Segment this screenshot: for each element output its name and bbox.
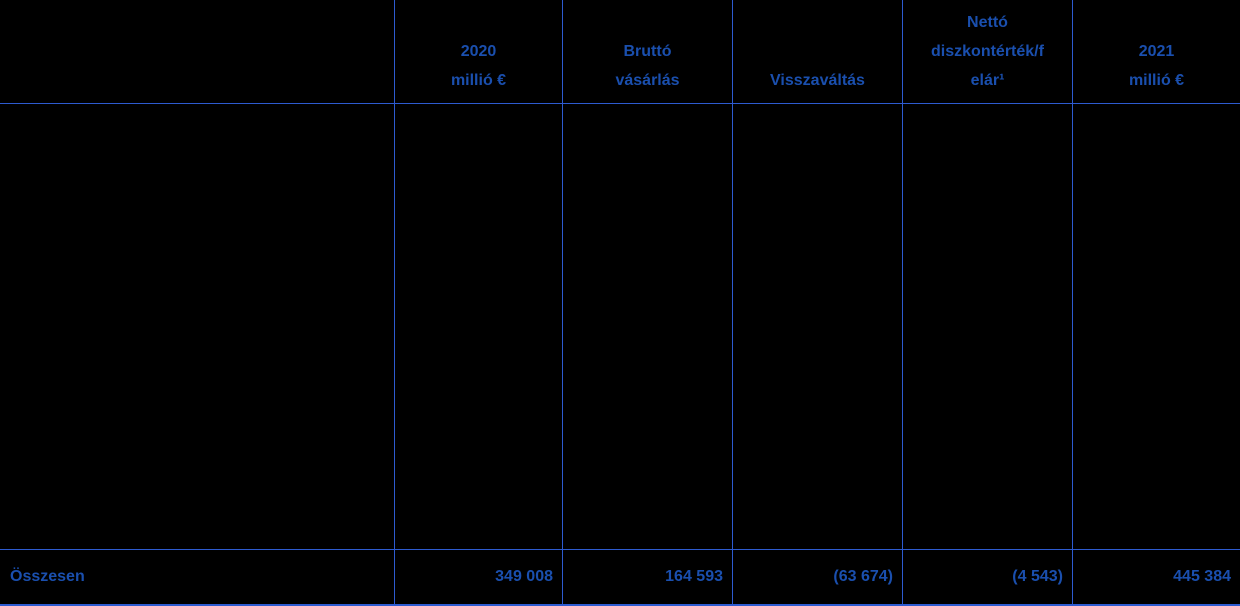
total-label-cell: Összesen xyxy=(0,550,395,604)
total-value-net-discount: (4 543) xyxy=(1012,568,1063,585)
header-text-net-discount: Nettó diszkontérték/f elár¹ xyxy=(931,14,1044,89)
total-row: Összesen 349 008 164 593 (63 674) (4 543… xyxy=(0,549,1240,606)
total-value-2020: 349 008 xyxy=(495,568,553,585)
header-cell-row-labels xyxy=(0,0,395,103)
header-cell-redemption: Visszaváltás xyxy=(733,0,903,103)
body-cell-gross-purchase xyxy=(563,104,733,549)
header-text-gross-purchase: Bruttó vásárlás xyxy=(615,43,680,89)
total-label: Összesen xyxy=(10,568,85,585)
total-value-2021: 445 384 xyxy=(1173,568,1231,585)
header-cell-2021: 2021 millió € xyxy=(1073,0,1240,103)
header-cell-gross-purchase: Bruttó vásárlás xyxy=(563,0,733,103)
total-value-gross-purchase: 164 593 xyxy=(665,568,723,585)
body-cell-2021 xyxy=(1073,104,1240,549)
body-cell-row-labels xyxy=(0,104,395,549)
header-cell-2020: 2020 millió € xyxy=(395,0,563,103)
total-value-redemption: (63 674) xyxy=(833,568,893,585)
body-cell-2020 xyxy=(395,104,563,549)
table-body-empty-region xyxy=(0,104,1240,549)
table-header-row: 2020 millió € Bruttó vásárlás Visszavált… xyxy=(0,0,1240,104)
header-text-2020: 2020 millió € xyxy=(450,43,507,89)
total-value-2020-cell: 349 008 xyxy=(395,550,563,604)
body-cell-net-discount xyxy=(903,104,1073,549)
total-value-net-discount-cell: (4 543) xyxy=(903,550,1073,604)
header-text-redemption: Visszaváltás xyxy=(770,72,865,89)
header-cell-net-discount: Nettó diszkontérték/f elár¹ xyxy=(903,0,1073,103)
header-text-2021: 2021 millió € xyxy=(1128,43,1185,89)
total-value-gross-purchase-cell: 164 593 xyxy=(563,550,733,604)
total-value-2021-cell: 445 384 xyxy=(1073,550,1240,604)
total-value-redemption-cell: (63 674) xyxy=(733,550,903,604)
body-cell-redemption xyxy=(733,104,903,549)
